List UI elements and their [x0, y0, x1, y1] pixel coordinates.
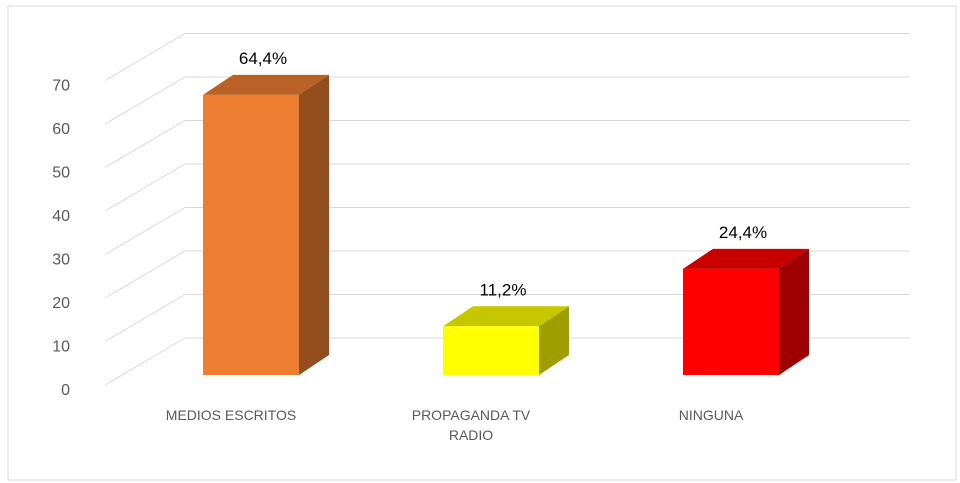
y-tick-label: 70	[52, 78, 70, 95]
grid-line	[104, 337, 186, 386]
bar-side	[779, 248, 809, 375]
bar-top	[683, 248, 809, 269]
y-tick-label: 50	[52, 165, 70, 182]
grid-line	[104, 163, 186, 212]
bar-top-shade	[683, 248, 809, 269]
y-tick-label: 0	[61, 382, 70, 399]
grid-line	[104, 250, 186, 299]
bar	[203, 94, 299, 376]
bar-top-shade	[443, 306, 569, 327]
y-tick-label: 60	[52, 121, 70, 138]
data-label: 11,2%	[480, 280, 527, 299]
grid-line	[104, 294, 186, 342]
grid-line	[104, 207, 186, 255]
bar-side	[539, 306, 569, 375]
bar-side-shade	[779, 248, 809, 375]
bar	[443, 326, 539, 375]
bar-side	[299, 74, 329, 376]
y-tick-label: 10	[52, 339, 70, 356]
grid-line	[104, 76, 186, 125]
x-tick-label: PROPAGANDA TV RADIO	[411, 407, 531, 443]
data-label: 24,4%	[719, 223, 767, 242]
bar-top	[203, 74, 329, 95]
grid-line	[104, 33, 186, 81]
x-tick-label: NINGUNA	[678, 407, 744, 423]
y-tick-label: 30	[52, 252, 70, 269]
data-label: 64,4%	[239, 49, 287, 68]
grid-line	[104, 120, 186, 168]
y-tick-label: 20	[52, 295, 70, 312]
bar-top-shade	[203, 74, 329, 95]
x-tick-label: MEDIOS ESCRITOS	[165, 407, 297, 423]
bar	[683, 268, 779, 375]
bar-top	[443, 306, 569, 327]
y-tick-label: 40	[52, 208, 70, 225]
bar-side-shade	[539, 306, 569, 375]
chart-border	[7, 5, 957, 481]
bar-side-shade	[299, 74, 329, 376]
